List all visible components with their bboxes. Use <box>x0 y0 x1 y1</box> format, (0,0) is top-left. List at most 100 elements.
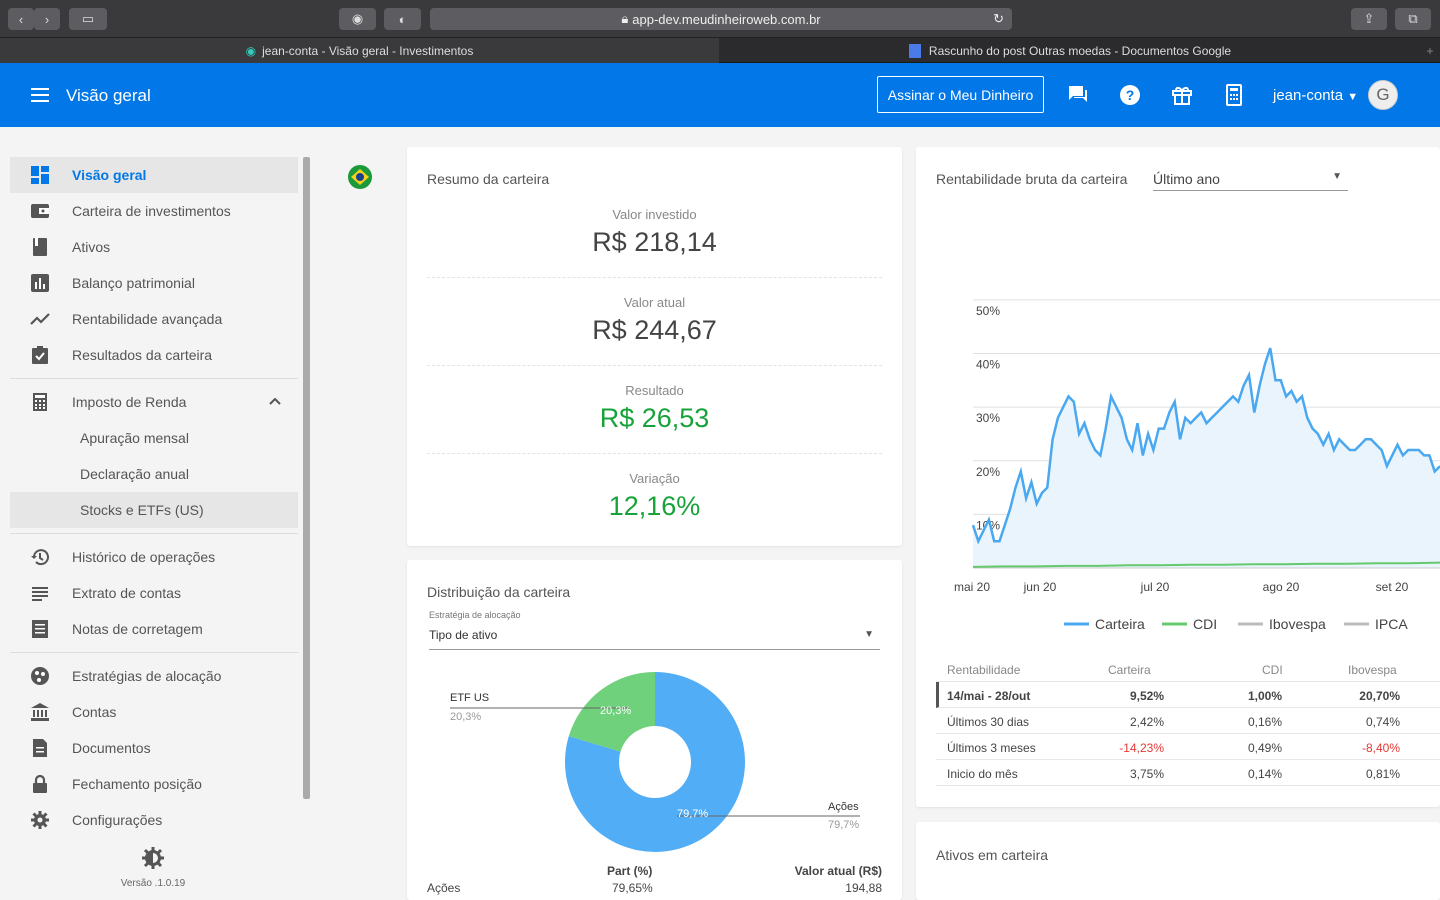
cell: Inicio do mês <box>947 767 1018 781</box>
app-version: Versão .1.0.19 <box>120 878 186 889</box>
sidebar-scrollbar[interactable] <box>303 157 310 799</box>
new-tab-icon[interactable]: + <box>1426 43 1434 58</box>
table-row[interactable]: Últimos 30 dias 2,42% 0,16% 0,74% <box>936 708 1440 734</box>
sidebar-item-ativos[interactable]: Ativos <box>10 229 298 265</box>
sidebar-item-extrato[interactable]: Extrato de contas <box>10 575 298 611</box>
gift-icon[interactable] <box>1170 83 1194 107</box>
sidebar-item-visao-geral[interactable]: Visão geral <box>10 157 298 193</box>
legend-item-cdi[interactable]: CDI <box>1193 616 1217 632</box>
tab-google-docs[interactable]: Rascunho do post Outras moedas - Documen… <box>720 38 1420 63</box>
cdi-line[interactable] <box>972 561 1440 568</box>
divider <box>10 533 298 534</box>
cell: Últimos 30 dias <box>947 715 1030 729</box>
legend-item-carteira[interactable]: Carteira <box>1095 616 1145 632</box>
table-row[interactable]: 14/mai - 28/out 9,52% 1,00% 20,70% <box>936 682 1440 708</box>
header-cell: Carteira <box>1108 663 1151 677</box>
sidebar-item-contas[interactable]: Contas <box>10 694 298 730</box>
shield-icon[interactable]: ◐ <box>384 8 421 30</box>
table-row[interactable]: Inicio do mês 3,75% 0,14% 0,81% <box>936 760 1440 786</box>
back-icon[interactable]: ‹ <box>8 8 34 30</box>
donut-slice-acoes[interactable] <box>565 672 745 852</box>
browser-toolbar: ‹ › ▭ ◉ ◐ 🔒︎ app-dev.meudinheiroweb.com.b… <box>0 0 1440 38</box>
cell: 14/mai - 28/out <box>947 689 1031 703</box>
menu-icon[interactable] <box>31 88 49 102</box>
extension-icon[interactable]: ◉ <box>339 8 376 30</box>
sidebar-item-label: Histórico de operações <box>72 549 216 565</box>
header-cell: Ibovespa <box>1348 663 1397 677</box>
y-tick-label: 40% <box>976 358 1000 372</box>
assets-title: Ativos em carteira <box>936 847 1049 863</box>
variation-value: 12,16% <box>608 491 701 521</box>
subscribe-button[interactable]: Assinar o Meu Dinheiro <box>877 76 1044 113</box>
sidebar-item-apuracao[interactable]: Apuração mensal <box>10 420 298 456</box>
sidebar-item-imposto[interactable]: Imposto de Renda <box>10 384 298 420</box>
y-tick-label: 50% <box>976 304 1000 318</box>
acoes-label: Ações <box>828 801 859 813</box>
legend-item-ibovespa[interactable]: Ibovespa <box>1269 616 1326 632</box>
sidebar-item-resultados[interactable]: Resultados da carteira <box>10 337 298 373</box>
caret-down-icon: ▼ <box>1332 171 1342 182</box>
assets-card: Ativos em carteira <box>916 822 1440 900</box>
cell: 3,75% <box>1129 767 1164 781</box>
user-menu[interactable]: jean-conta ▼ <box>1273 87 1358 104</box>
period-select[interactable]: Último ano ▼ <box>1153 165 1348 191</box>
chat-icon[interactable] <box>1066 83 1090 107</box>
cell: -14,23% <box>1119 741 1164 755</box>
tabs-overview-icon[interactable]: ⧉ <box>1395 8 1431 30</box>
distribution-card: Distribuição da carteira Estratégia de a… <box>407 560 902 900</box>
avatar[interactable]: G <box>1368 80 1398 110</box>
app-header: Visão geral Assinar o Meu Dinheiro ? jea… <box>0 63 1440 127</box>
returns-table: Rentabilidade Carteira CDI Ibovespa 14/m… <box>936 656 1440 786</box>
sidebar-item-carteira[interactable]: Carteira de investimentos <box>10 193 298 229</box>
brazil-flag-icon[interactable] <box>348 165 372 189</box>
sidebar-item-rentabilidade[interactable]: Rentabilidade avançada <box>10 301 298 337</box>
legend-item-ipca[interactable]: IPCA <box>1375 616 1408 632</box>
divider <box>427 365 882 366</box>
sidebar-item-stocks[interactable]: Stocks e ETFs (US) <box>10 492 298 528</box>
sidebar-item-estrategias[interactable]: Estratégias de alocação <box>10 658 298 694</box>
sidebar-toggle-icon[interactable]: ▭ <box>69 8 107 30</box>
table-row[interactable]: Últimos 3 meses -14,23% 0,49% -8,40% <box>936 734 1440 760</box>
cell: 0,49% <box>1247 741 1282 755</box>
strategy-select[interactable]: Tipo de ativo ▼ <box>429 622 880 650</box>
sidebar-item-notas[interactable]: Notas de corretagem <box>10 611 298 647</box>
acoes-pct: 79,7% <box>828 819 860 831</box>
bar-chart-icon <box>31 274 49 292</box>
sidebar-item-label: Extrato de contas <box>72 585 181 601</box>
share-icon[interactable]: ⇪ <box>1351 8 1387 30</box>
sidebar-item-documentos[interactable]: Documentos <box>10 730 298 766</box>
document-icon <box>33 739 47 757</box>
sidebar-item-label: Rentabilidade avançada <box>72 311 223 327</box>
chevron-up-icon[interactable] <box>269 397 281 405</box>
sidebar-item-label: Notas de corretagem <box>72 621 203 637</box>
x-tick-label: jul 20 <box>1140 580 1170 594</box>
theme-toggle-icon[interactable] <box>142 847 164 869</box>
etf-pct: 20,3% <box>450 711 482 723</box>
current-metric: Valor atual R$ 244,67 <box>427 295 882 346</box>
y-tick-label: 30% <box>976 411 1000 425</box>
tab-investimentos[interactable]: ◉ jean-conta - Visão geral - Investimento… <box>0 38 719 63</box>
divider <box>427 453 882 454</box>
help-icon[interactable]: ? <box>1118 83 1142 107</box>
sidebar-item-historico[interactable]: Histórico de operações <box>10 539 298 575</box>
calculator-icon[interactable] <box>1222 83 1246 107</box>
tab-label: Rascunho do post Outras moedas - Documen… <box>928 43 1232 58</box>
bank-icon <box>31 703 49 721</box>
sidebar-item-fechamento[interactable]: Fechamento posição <box>10 766 298 802</box>
donut-slice-etf[interactable] <box>568 672 655 752</box>
sidebar: Visão geral Carteira de investimentos At… <box>10 157 298 838</box>
sidebar-item-configuracoes[interactable]: Configurações <box>10 802 298 838</box>
current-value: R$ 244,67 <box>592 315 717 345</box>
sidebar-item-label: Fechamento posição <box>72 776 202 792</box>
forward-icon[interactable]: › <box>34 8 60 30</box>
sidebar-item-declaracao[interactable]: Declaração anual <box>10 456 298 492</box>
cell: 9,52% <box>1129 689 1164 703</box>
carteira-line[interactable] <box>971 347 1440 545</box>
cell: -8,40% <box>1361 741 1400 755</box>
invested-value: R$ 218,14 <box>592 227 717 257</box>
address-bar[interactable]: 🔒︎ app-dev.meudinheiroweb.com.br ↻ <box>430 8 1012 30</box>
x-tick-label: mai 20 <box>954 580 990 594</box>
result-metric: Resultado R$ 26,53 <box>427 383 882 434</box>
receipt-icon <box>32 620 48 638</box>
sidebar-item-balanco[interactable]: Balanço patrimonial <box>10 265 298 301</box>
